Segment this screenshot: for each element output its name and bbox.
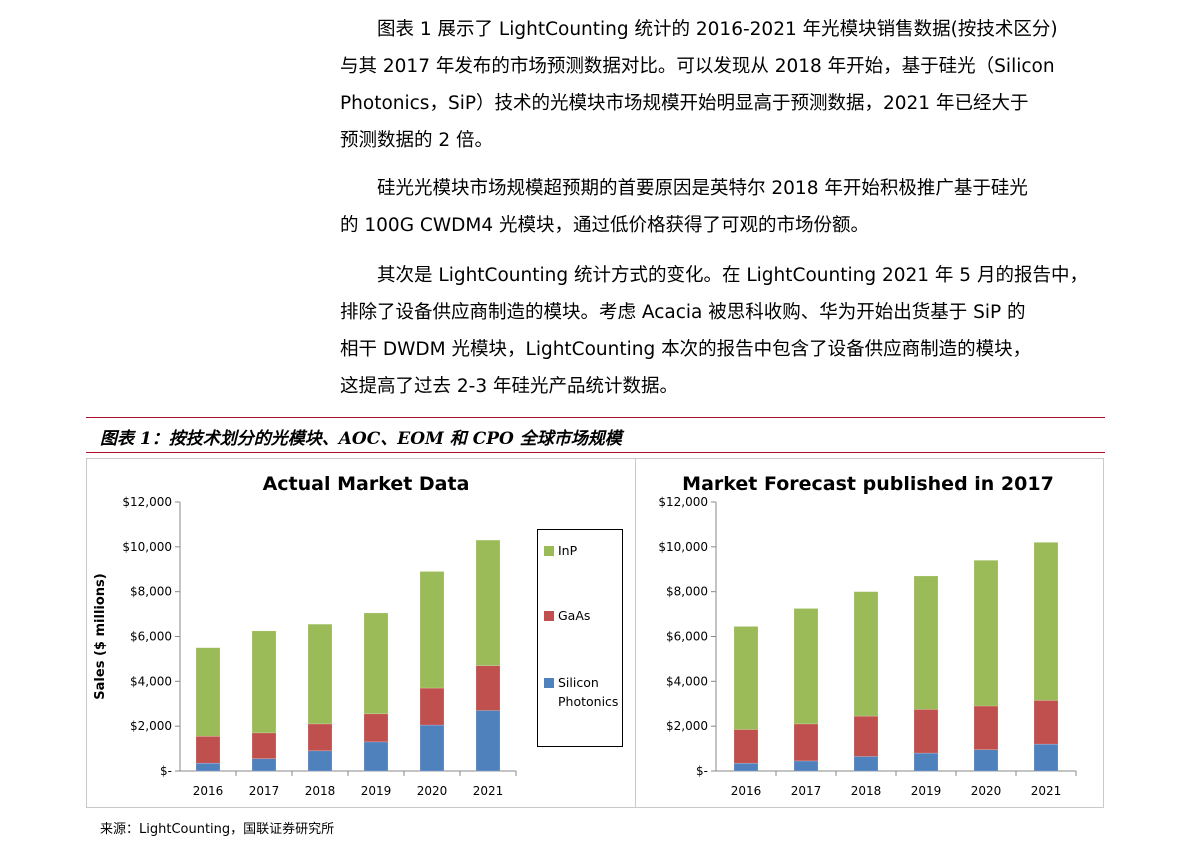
chart-divider <box>635 458 636 808</box>
paragraph-line: 其次是 LightCounting 统计方式的变化。在 LightCountin… <box>340 265 1088 286</box>
paragraph-line: 排除了设备供应商制造的模块。考虑 Acacia 被思科收购、华为开始出货基于 S… <box>340 302 1026 323</box>
legend-label: GaAs <box>558 608 591 623</box>
bar-gaas <box>1033 700 1059 745</box>
bar-gaas <box>475 665 501 711</box>
y-tick-label: $- <box>160 764 172 778</box>
paragraph-line: 这提高了过去 2-3 年硅光产品统计数据。 <box>340 376 678 397</box>
bar-gaas <box>793 723 819 762</box>
bar-silicon-photonics <box>251 758 277 772</box>
bar-inp <box>251 630 277 734</box>
y-tick-label: $2,000 <box>130 719 172 733</box>
bar-gaas <box>913 709 939 754</box>
chart-forecast: Market Forecast published in 2017 $- $2,00… <box>658 473 1077 798</box>
bar-inp <box>853 591 879 717</box>
paragraph-1: 图表 1 展示了 LightCounting 统计的 2016-2021 年光模… <box>340 11 1106 159</box>
bar-inp <box>195 647 221 737</box>
source-note: 来源：LightCounting，国联证券研究所 <box>100 822 335 837</box>
y-tick-label: $8,000 <box>666 585 708 599</box>
chart-legend: InP GaAs Silicon Photonics <box>537 529 623 747</box>
y-tick-label: $10,000 <box>658 540 708 554</box>
y-tick-label: $- <box>696 764 708 778</box>
x-tick-label: 2016 <box>731 784 762 798</box>
y-tick-label: $10,000 <box>122 540 172 554</box>
bar-inp <box>733 626 759 730</box>
figure-title: 图表 1：按技术划分的光模块、AOC、EOM 和 CPO 全球市场规模 <box>100 429 622 449</box>
bar-silicon-photonics <box>1033 743 1059 772</box>
bar-silicon-photonics <box>195 762 221 772</box>
y-tick-label: $2,000 <box>666 719 708 733</box>
bar-gaas <box>363 713 389 743</box>
legend-label: InP <box>558 543 578 558</box>
chart-actual: Actual Market Data $- $2,000 $4,000 $6,000 $8… <box>93 473 517 798</box>
y-tick-label: $12,000 <box>658 495 708 509</box>
bar-silicon-photonics <box>419 724 445 772</box>
y-tick-label: $4,000 <box>130 674 172 688</box>
paragraph-line: 预测数据的 2 倍。 <box>340 130 494 151</box>
bar-gaas <box>251 732 277 759</box>
bar-silicon-photonics <box>733 762 759 772</box>
legend-swatch-sip <box>544 678 554 688</box>
bar-inp <box>1033 542 1059 701</box>
bar-silicon-photonics <box>973 749 999 772</box>
x-tick-label: 2017 <box>249 784 280 798</box>
figure-top-rule <box>86 417 1105 418</box>
bar-silicon-photonics <box>913 752 939 772</box>
paragraph-line: 的 100G CWDM4 光模块，通过低价格获得了可观的市场份额。 <box>340 215 869 236</box>
legend-swatch-gaas <box>544 611 554 621</box>
bar-inp <box>973 560 999 707</box>
paragraph-line: Photonics，SiP）技术的光模块市场规模开始明显高于预测数据，2021 … <box>340 93 1029 114</box>
paragraph-3: 其次是 LightCounting 统计方式的变化。在 LightCountin… <box>340 257 1106 405</box>
x-tick-label: 2020 <box>417 784 448 798</box>
bar-inp <box>419 571 445 689</box>
bar-silicon-photonics <box>853 756 879 772</box>
chart-title: Actual Market Data <box>263 473 470 495</box>
legend-label: Photonics <box>558 694 619 709</box>
bar-inp <box>475 539 501 666</box>
x-tick-label: 2019 <box>911 784 942 798</box>
bar-gaas <box>419 687 445 726</box>
x-tick-label: 2018 <box>851 784 882 798</box>
x-tick-label: 2018 <box>305 784 336 798</box>
bar-silicon-photonics <box>307 750 333 772</box>
legend-label: Silicon <box>558 675 599 690</box>
figure-title-rule <box>86 452 1105 453</box>
x-tick-label: 2021 <box>473 784 504 798</box>
x-tick-label: 2017 <box>791 784 822 798</box>
chart-title: Market Forecast published in 2017 <box>682 473 1054 495</box>
y-tick-label: $12,000 <box>122 495 172 509</box>
y-tick-label: $8,000 <box>130 585 172 599</box>
bar-inp <box>913 575 939 710</box>
paragraph-line: 硅光光模块市场规模超预期的首要原因是英特尔 2018 年开始积极推广基于硅光 <box>340 178 1028 199</box>
bar-inp <box>307 623 333 725</box>
bar-gaas <box>733 729 759 764</box>
chart-frame <box>86 458 1104 808</box>
y-tick-label: $6,000 <box>130 630 172 644</box>
x-tick-label: 2021 <box>1031 784 1062 798</box>
paragraph-line: 图表 1 展示了 LightCounting 统计的 2016-2021 年光模… <box>340 19 1058 40</box>
y-tick-label: $6,000 <box>666 630 708 644</box>
legend-swatch-inp <box>544 546 554 556</box>
paragraph-2: 硅光光模块市场规模超预期的首要原因是英特尔 2018 年开始积极推广基于硅光 的… <box>340 170 1106 244</box>
bar-inp <box>363 612 389 715</box>
paragraph-line: 与其 2017 年发布的市场预测数据对比。可以发现从 2018 年开始，基于硅光… <box>340 56 1055 77</box>
bar-silicon-photonics <box>793 760 819 772</box>
y-axis-title: Sales ($ millions) <box>93 573 108 699</box>
x-tick-label: 2016 <box>193 784 224 798</box>
x-tick-label: 2020 <box>971 784 1002 798</box>
bar-gaas <box>195 736 221 764</box>
y-tick-label: $4,000 <box>666 674 708 688</box>
bar-silicon-photonics <box>363 741 389 772</box>
bar-gaas <box>853 715 879 757</box>
x-tick-label: 2019 <box>361 784 392 798</box>
bar-gaas <box>973 705 999 750</box>
bar-inp <box>793 608 819 725</box>
bar-silicon-photonics <box>475 710 501 772</box>
bar-gaas <box>307 723 333 752</box>
paragraph-line: 相干 DWDM 光模块，LightCounting 本次的报告中包含了设备供应商… <box>340 339 1032 360</box>
